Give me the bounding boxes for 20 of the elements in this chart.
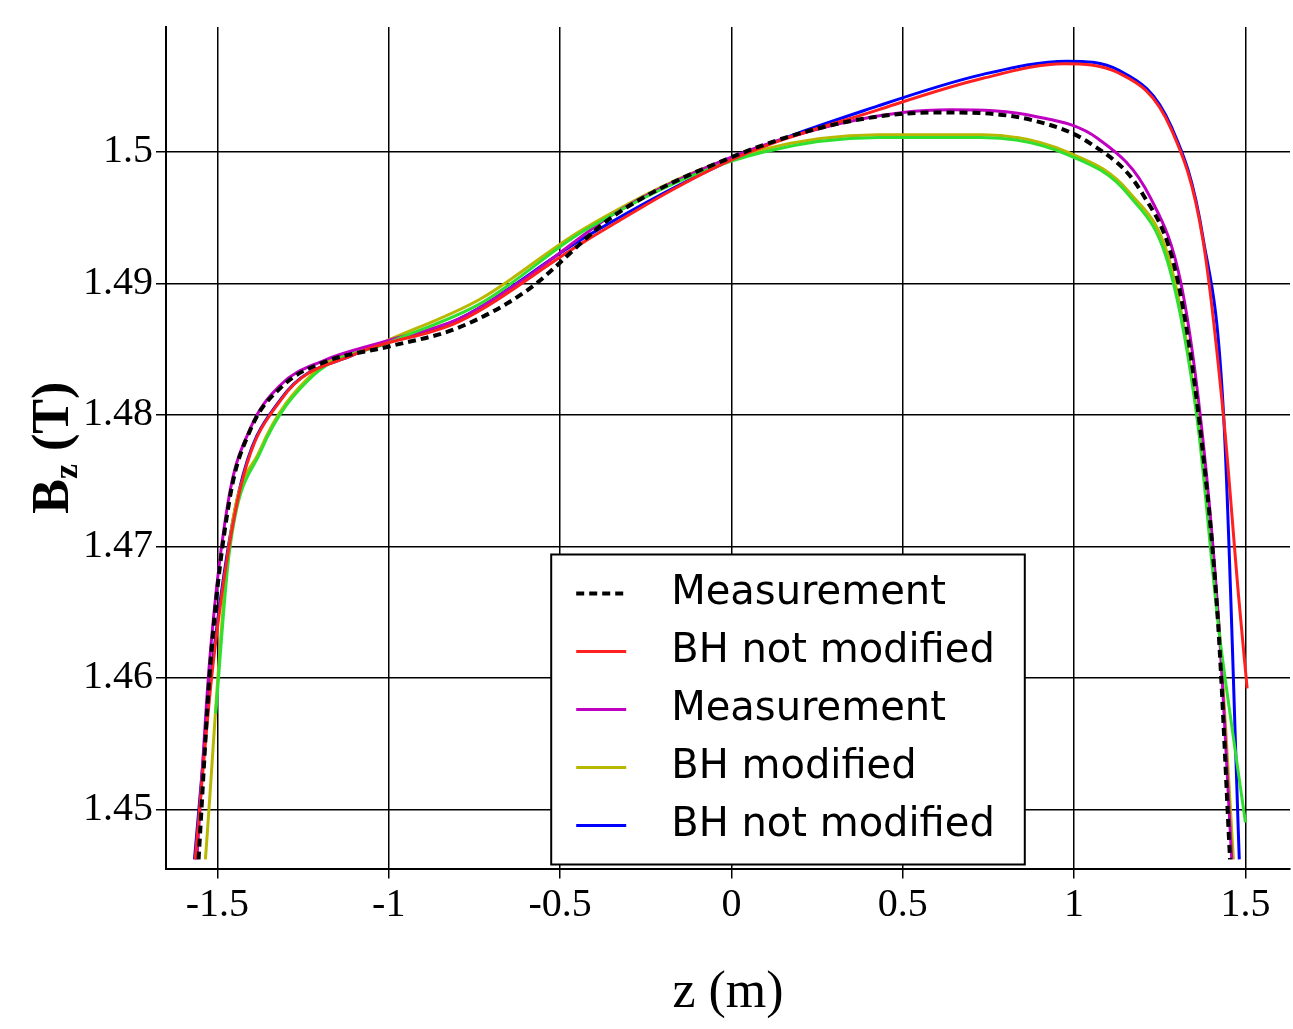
y-tick-label: 1.5 [103,126,153,172]
y-tick-label: 1.47 [83,520,153,566]
x-tick-label: -1.5 [185,880,250,926]
y-tick-label: 1.46 [83,652,153,698]
legend-label: BH not modified [671,798,995,845]
legend-label: Measurement [671,566,946,613]
y-tick-label: 1.45 [83,783,153,829]
legend-label: BH not modified [671,624,995,671]
legend-label: BH modified [671,740,917,787]
x-tick-label: 1.5 [1220,880,1271,926]
x-tick-label: 0 [721,880,742,926]
x-tick-label: 1 [1064,880,1085,926]
x-tick-label: 0.5 [877,880,928,926]
y-tick-label: 1.49 [83,257,153,303]
y-tick-label: 1.48 [83,389,153,435]
legend-label: Measurement [671,682,946,729]
x-tick-label: -0.5 [528,880,592,926]
y-axis-title: Bz (T) [22,381,84,514]
x-axis-title: z (m) [672,961,784,1020]
x-tick-label: -1 [372,880,406,926]
